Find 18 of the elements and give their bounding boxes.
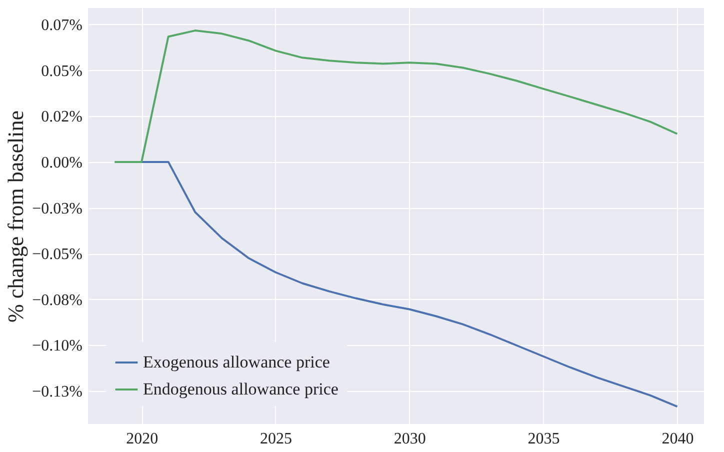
x-tick-label: 2030 xyxy=(394,430,426,448)
y-tick-label: 0.00% xyxy=(41,154,82,172)
y-tick-label: −0.03% xyxy=(32,200,82,218)
x-tick-label: 2020 xyxy=(126,430,158,448)
y-tick-label: −0.05% xyxy=(32,246,82,264)
y-tick-label: 0.02% xyxy=(41,108,82,126)
legend-label: Endogenous allowance price xyxy=(143,380,338,398)
x-tick-label: 2035 xyxy=(528,430,560,448)
y-tick-label: 0.07% xyxy=(41,16,82,34)
x-tick-label: 2025 xyxy=(260,430,292,448)
line-series xyxy=(114,30,678,163)
y-tick-label: 0.05% xyxy=(41,62,82,80)
x-tick-label: 2040 xyxy=(662,430,694,448)
y-axis-title: % change from baseline xyxy=(3,110,28,322)
legend-label: Exogenous allowance price xyxy=(143,352,330,372)
y-tick-label: −0.13% xyxy=(32,384,82,401)
y-tick-label: −0.08% xyxy=(32,292,82,309)
y-tick-label: −0.10% xyxy=(32,338,82,355)
